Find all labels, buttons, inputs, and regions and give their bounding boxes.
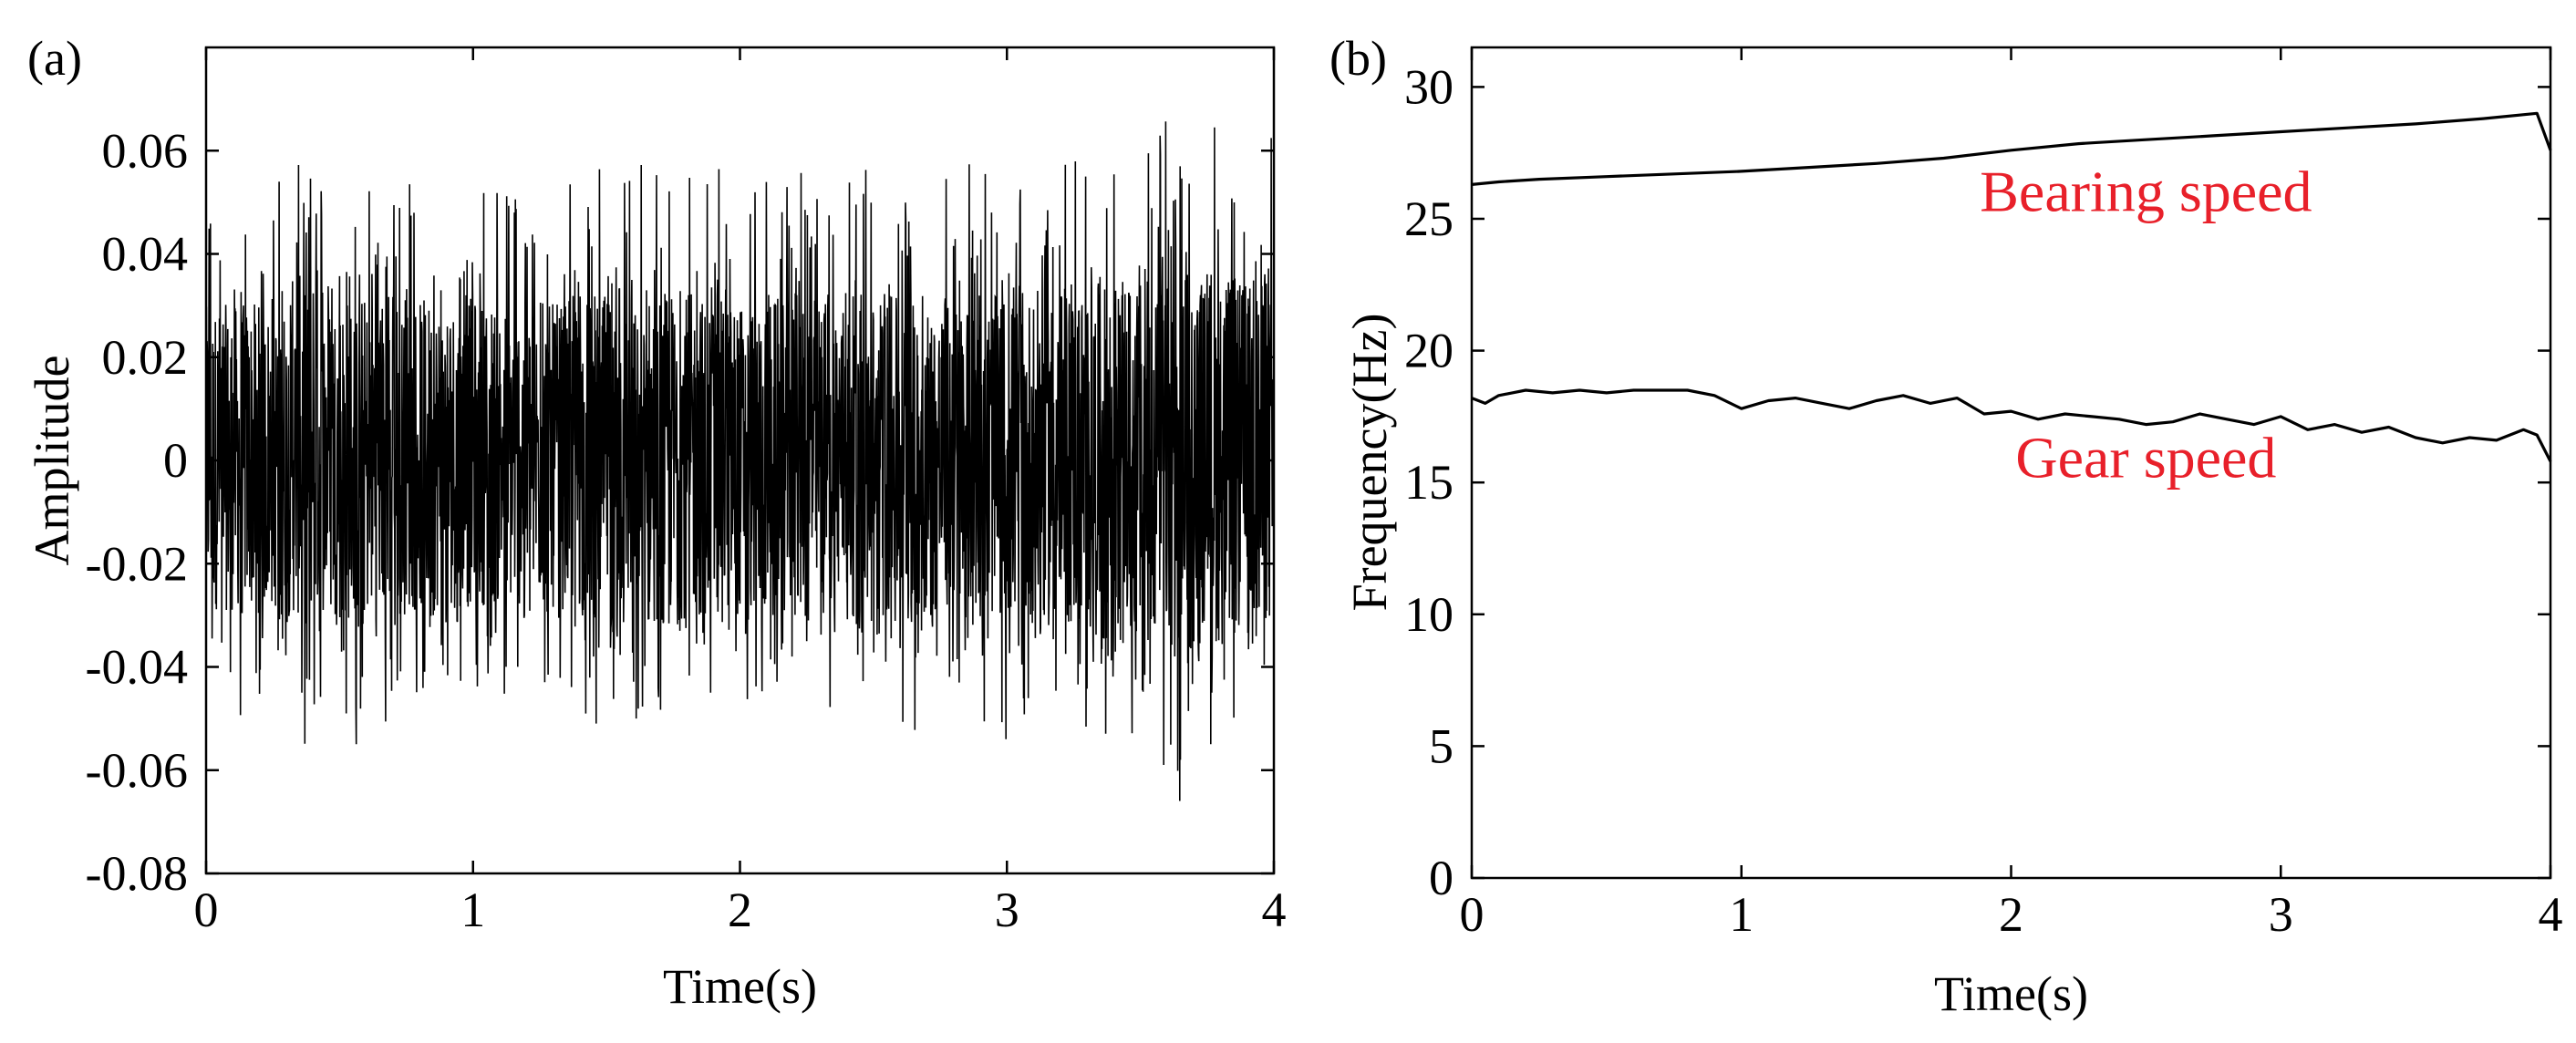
- panel-b-y-axis-label: Frequency(Hz): [1342, 314, 1397, 612]
- panel-b-x-tick-label: 0: [1460, 887, 1485, 942]
- panel-b-y-tick-label: 15: [1404, 455, 1454, 510]
- panel-a-x-tick-label: 2: [728, 883, 752, 937]
- gear-speed-line: [1471, 388, 2552, 462]
- panel-a-x-tick-label: 3: [995, 883, 1019, 937]
- panel-b-y-ticks: 0 5 10 15 20 25 30: [1404, 59, 2550, 905]
- panel-a-label: (a): [27, 31, 82, 86]
- panel-a-y-tick-label: -0.08: [86, 846, 188, 901]
- panel-a-y-tick-label: 0: [163, 433, 188, 488]
- panel-b-x-tick-label: 3: [2269, 887, 2293, 942]
- panel-a-y-tick-label: -0.02: [86, 536, 188, 591]
- panel-b-x-tick-label: 1: [1729, 887, 1754, 942]
- panel-b-label: (b): [1329, 31, 1387, 86]
- panel-a-y-tick-label: 0.06: [102, 123, 189, 178]
- panel-b-annotations: Bearing speed Gear speed: [1980, 159, 2312, 490]
- gear-speed-annotation: Gear speed: [2015, 425, 2276, 490]
- panel-b-x-axis-label: Time(s): [1934, 966, 2088, 1021]
- panel-b: (b) 0 5 10 15 20 25 30 0 1 2 3 4 Bearing speed Gear…: [1329, 31, 2563, 1021]
- panel-a-x-tick-label: 0: [194, 883, 219, 937]
- panel-b-x-tick-label: 4: [2539, 887, 2563, 942]
- panel-b-y-tick-label: 20: [1404, 324, 1454, 378]
- panel-b-y-tick-label: 0: [1429, 851, 1454, 905]
- panel-a-y-tick-label: 0.04: [102, 227, 189, 282]
- panel-a-x-tick-label: 4: [1262, 883, 1287, 937]
- panel-a-x-ticks: 0 1 2 3 4: [194, 47, 1287, 937]
- panel-a-x-tick-label: 1: [460, 883, 485, 937]
- panel-b-x-tick-label: 2: [1999, 887, 2023, 942]
- panel-a-y-axis-label: Amplitude: [25, 356, 79, 566]
- panel-a-y-tick-label: -0.04: [86, 640, 188, 695]
- panel-a: (a) -0.08 -0.06 -0.04 -0.02 0 0.02 0.04 0.06 0 1…: [25, 31, 1287, 1014]
- amplitude-signal: [205, 121, 1275, 801]
- panel-b-y-tick-label: 25: [1404, 191, 1454, 246]
- frequency-lines: [1471, 111, 2552, 462]
- panel-a-y-ticks: -0.08 -0.06 -0.04 -0.02 0 0.02 0.04 0.06: [86, 123, 1274, 901]
- panel-b-x-ticks: 0 1 2 3 4: [1460, 47, 2563, 942]
- panel-a-y-tick-label: 0.02: [102, 330, 189, 385]
- panel-a-y-tick-label: -0.06: [86, 743, 188, 798]
- panel-b-y-tick-label: 30: [1404, 59, 1454, 114]
- panel-b-y-tick-label: 10: [1404, 587, 1454, 642]
- amplitude-signal-line: [205, 121, 1275, 801]
- panel-a-x-axis-label: Time(s): [663, 959, 817, 1014]
- bearing-speed-annotation: Bearing speed: [1980, 159, 2312, 223]
- bearing-speed-line: [1471, 111, 2552, 186]
- panel-b-y-tick-label: 5: [1429, 718, 1454, 773]
